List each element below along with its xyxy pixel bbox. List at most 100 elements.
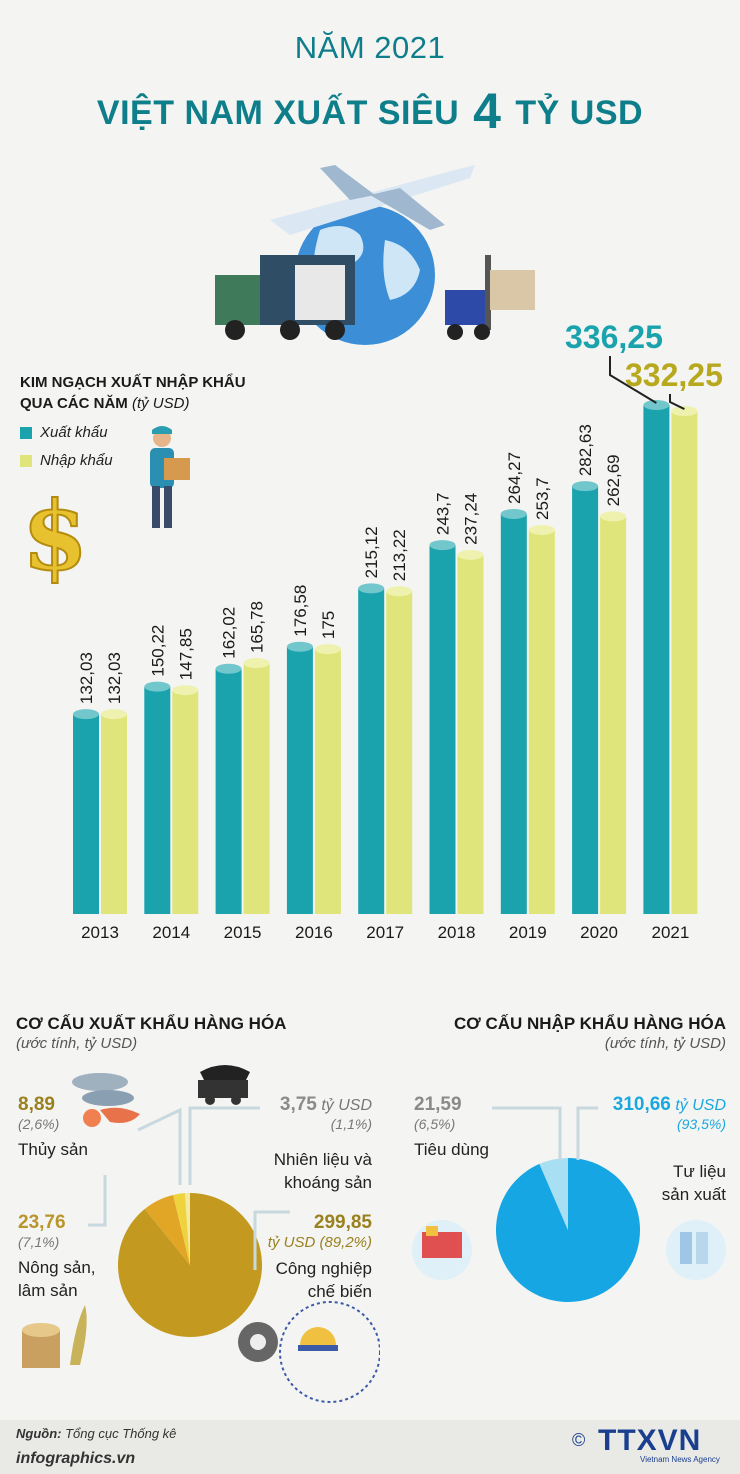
- export-pie-slice-nhi-n-li-u-v-kho-ng-s-n: [184, 1193, 190, 1265]
- source-label: Nguồn:: [16, 1426, 62, 1441]
- dollar-sign-icon: $: [21, 484, 89, 584]
- export-bar-cap-2018: [429, 540, 456, 551]
- export-bar-cap-2016: [286, 641, 313, 652]
- site-link[interactable]: infographics.vn: [16, 1450, 136, 1467]
- nhien-lieu-value: 3,75: [279, 1094, 317, 1115]
- import-bar-2019: [528, 529, 555, 914]
- export-bar-2019: [500, 513, 527, 914]
- import-pie-area: [412, 1106, 726, 1302]
- legend-unit: (tỷ USD): [131, 395, 190, 412]
- title-main-post: TỶ USD: [505, 94, 644, 132]
- year-tick-label-2017: 2017: [366, 923, 404, 942]
- export-bar-2013: [73, 714, 99, 914]
- export-value-label-2014: 150,22: [148, 625, 167, 677]
- import-bar-cap-2021: [671, 406, 698, 417]
- export-value-label-2020: 282,63: [576, 424, 595, 476]
- tieu-dung-value: 21,59: [414, 1094, 462, 1115]
- import-bar-cap-2013: [101, 709, 127, 720]
- export-leader-2021: [609, 356, 657, 404]
- import-pie-subtitle: (ước tính, tỷ USD): [604, 1035, 726, 1052]
- export-value-label-2018: 243,7: [434, 493, 453, 536]
- legend-export: Xuất khẩu: [20, 424, 108, 441]
- paper-roll-icon: [666, 1220, 726, 1280]
- nong-san-pct: (7,1%): [18, 1234, 60, 1250]
- connector-tu-lieu: [576, 1106, 598, 1160]
- connector-nong-san: [88, 1175, 107, 1227]
- export-pie-slice-n-ng-s-n-l-m-s-n: [144, 1194, 190, 1265]
- export-pie-subtitle: (ước tính, tỷ USD): [16, 1035, 138, 1052]
- fish-icon: [72, 1073, 140, 1127]
- year-tick-label-2019: 2019: [509, 923, 547, 942]
- connector-cong-nghiep: [253, 1210, 290, 1270]
- import-bar-2015: [243, 663, 270, 914]
- label-tu-lieu-name: Tư liệu sản xuất: [600, 1160, 726, 1206]
- label-nhien-lieu-name: Nhiên liệu và khoáng sản: [250, 1148, 372, 1194]
- export-bar-cap-2021: [643, 400, 670, 410]
- label-nong-san: 23,76 (7,1%) Nông sản, lâm sản: [18, 1212, 96, 1302]
- import-pie-slice-ti-u-d-ng: [539, 1158, 568, 1230]
- tu-lieu-name-line1: Tư liệu: [673, 1162, 726, 1181]
- export-bar-2021: [643, 405, 670, 914]
- import-bar-2018: [457, 554, 484, 914]
- export-value-label-2013: 132,03: [77, 652, 96, 704]
- legend-title-line1: KIM NGẠCH XUẤT NHẬP KHẨU: [20, 374, 246, 391]
- ttxvn-logo-subtitle: Vietnam News Agency: [640, 1455, 720, 1464]
- container-truck-icon: [215, 255, 355, 340]
- label-tieu-dung: 21,59 (6,5%) Tiêu dùng: [414, 1094, 489, 1161]
- nhien-lieu-unit: tỷ USD: [321, 1097, 372, 1114]
- import-bar-2020: [600, 516, 627, 914]
- title-main: VIỆT NAM XUẤT SIÊU 4 TỶ USD: [0, 82, 740, 140]
- airplane-icon: [270, 165, 475, 235]
- nhien-lieu-name-line2: khoáng sản: [284, 1173, 372, 1192]
- title-main-number: 4: [473, 83, 502, 139]
- import-bar-cap-2016: [314, 644, 341, 655]
- legend-export-label: Xuất khẩu: [40, 424, 108, 441]
- tu-lieu-name-line2: sản xuất: [661, 1185, 726, 1204]
- year-tick-label-2015: 2015: [224, 923, 262, 942]
- cong-nghiep-pct: tỷ USD (89,2%): [267, 1234, 372, 1251]
- import-value-label-2018: 237,24: [462, 493, 481, 545]
- import-bar-cap-2019: [528, 524, 555, 535]
- export-bar-cap-2014: [144, 681, 171, 692]
- nhien-lieu-name-line1: Nhiên liệu và: [273, 1150, 372, 1169]
- import-bar-2021: [671, 411, 698, 914]
- import-value-label-2020: 262,69: [604, 454, 623, 506]
- import-pie-title: CƠ CẤU NHẬP KHẨU HÀNG HÓA: [453, 1014, 726, 1033]
- svg-text:$: $: [22, 484, 88, 584]
- coal-cart-icon: [198, 1065, 250, 1105]
- export-value-label-2019: 264,27: [505, 452, 524, 504]
- export-pie-slice-th-y-s-n: [173, 1193, 190, 1265]
- legend-export-swatch: [20, 426, 32, 439]
- tu-lieu-value: 310,66: [612, 1094, 671, 1115]
- tu-lieu-pct: (93,5%): [676, 1116, 726, 1132]
- nong-san-name-line2: lâm sản: [18, 1281, 78, 1300]
- nhien-lieu-pct: (1,1%): [330, 1116, 372, 1132]
- title-year: NĂM 2021: [294, 30, 446, 65]
- export-bar-2015: [215, 668, 242, 914]
- export-value-label-2021: 336,25: [565, 319, 663, 355]
- export-value-label-2015: 162,02: [220, 607, 239, 659]
- year-tick-label-2018: 2018: [438, 923, 476, 942]
- export-pie-title: CƠ CẤU XUẤT KHẨU HÀNG HÓA: [16, 1014, 287, 1033]
- thuy-san-value: 8,89: [18, 1094, 55, 1115]
- copyright-symbol: ©: [572, 1430, 586, 1450]
- thuy-san-pct: (2,6%): [18, 1116, 60, 1132]
- connector-thuy-san: [137, 1107, 182, 1185]
- cong-nghiep-name-line2: chế biến: [307, 1282, 372, 1301]
- import-value-label-2013: 132,03: [105, 652, 124, 704]
- title-main-pre: VIỆT NAM XUẤT SIÊU: [96, 94, 470, 132]
- import-value-label-2016: 175: [319, 611, 338, 639]
- label-cong-nghiep: 299,85 tỷ USD (89,2%) Công nghiệp chế bi…: [250, 1212, 372, 1303]
- import-pie-slice-t-li-u-s-n-xu-t: [495, 1158, 640, 1302]
- import-value-label-2019: 253,7: [533, 477, 552, 520]
- label-thuy-san: 8,89 (2,6%) Thủy sản: [18, 1094, 88, 1161]
- legend-import: Nhập khẩu: [20, 452, 113, 469]
- import-bar-cap-2017: [386, 586, 413, 597]
- year-tick-label-2014: 2014: [152, 923, 190, 942]
- cong-nghiep-value: 299,85: [313, 1212, 372, 1233]
- nong-san-value: 23,76: [18, 1212, 66, 1233]
- thuy-san-name: Thủy sản: [18, 1140, 88, 1159]
- cong-nghiep-name-line1: Công nghiệp: [275, 1259, 372, 1278]
- export-bar-cap-2015: [215, 663, 242, 674]
- export-bar-2020: [572, 486, 599, 914]
